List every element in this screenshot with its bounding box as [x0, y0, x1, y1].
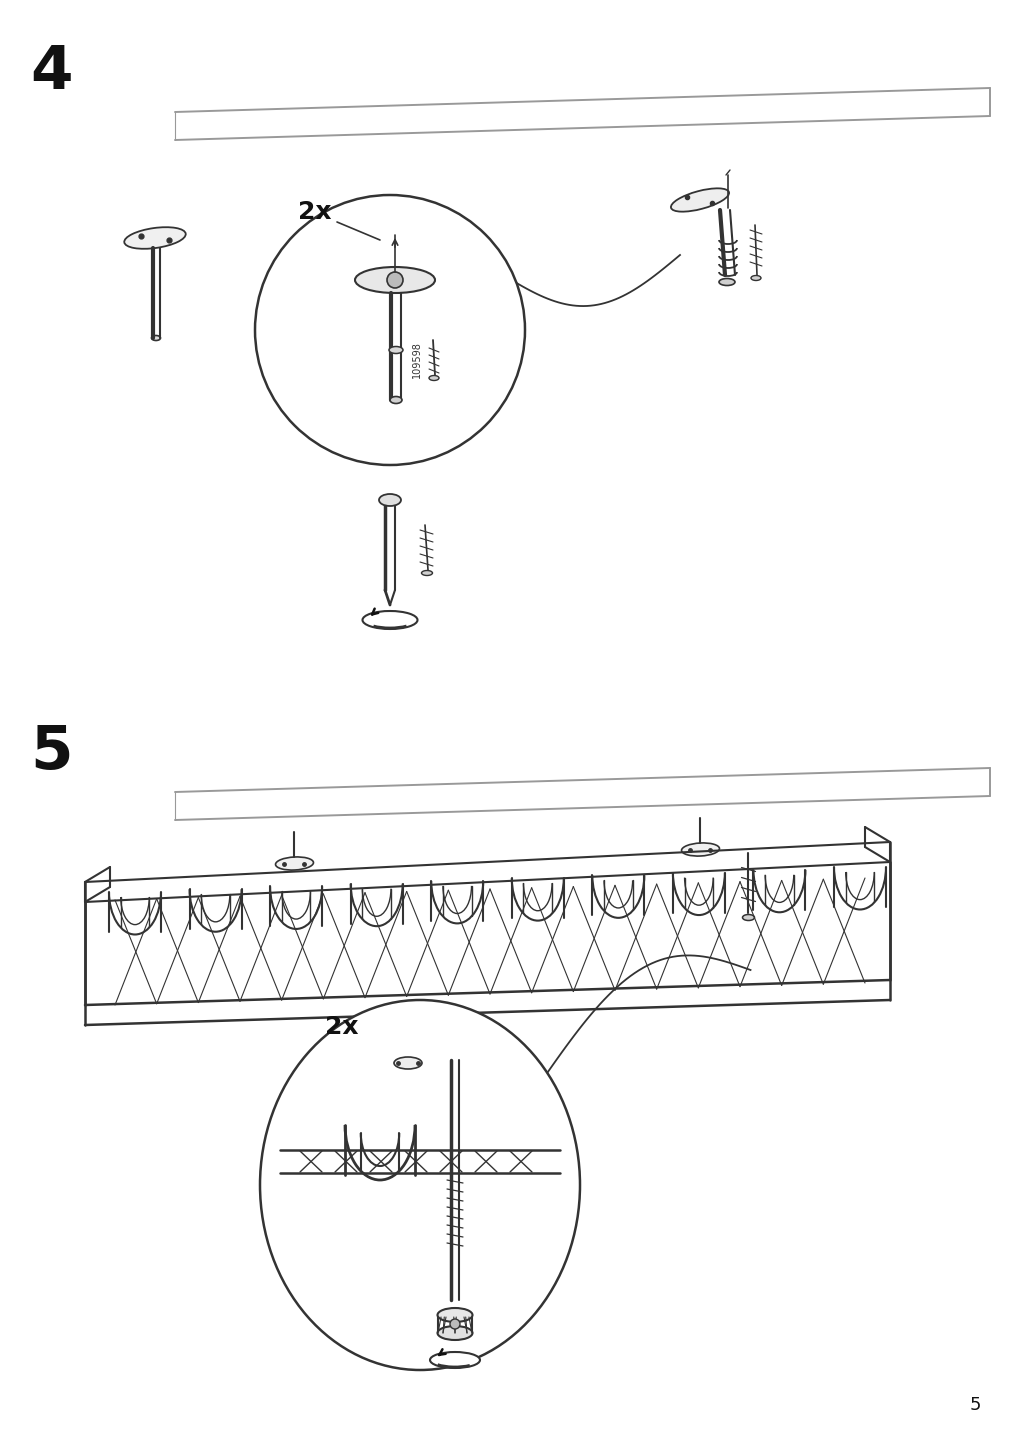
Ellipse shape: [260, 1000, 579, 1370]
Circle shape: [450, 1319, 460, 1329]
Circle shape: [255, 195, 525, 465]
Ellipse shape: [275, 856, 313, 871]
Ellipse shape: [429, 375, 439, 381]
Ellipse shape: [388, 347, 402, 354]
Ellipse shape: [393, 1057, 422, 1070]
Ellipse shape: [152, 335, 161, 341]
Text: 5: 5: [969, 1396, 980, 1413]
Text: 2x: 2x: [325, 1015, 358, 1040]
Ellipse shape: [422, 570, 432, 576]
Ellipse shape: [389, 397, 401, 404]
Ellipse shape: [355, 266, 435, 294]
Text: 109598: 109598: [411, 342, 422, 378]
Ellipse shape: [430, 1352, 479, 1368]
Ellipse shape: [742, 915, 754, 921]
Text: 5: 5: [30, 723, 73, 782]
Text: 4: 4: [30, 43, 73, 102]
Circle shape: [386, 272, 402, 288]
Ellipse shape: [437, 1326, 472, 1340]
Text: 2x: 2x: [298, 200, 332, 223]
Ellipse shape: [124, 228, 186, 249]
Ellipse shape: [437, 1307, 472, 1322]
Ellipse shape: [670, 189, 728, 212]
Ellipse shape: [379, 494, 400, 505]
Ellipse shape: [680, 843, 719, 856]
Ellipse shape: [362, 611, 418, 629]
Ellipse shape: [718, 278, 734, 285]
Ellipse shape: [750, 275, 760, 281]
